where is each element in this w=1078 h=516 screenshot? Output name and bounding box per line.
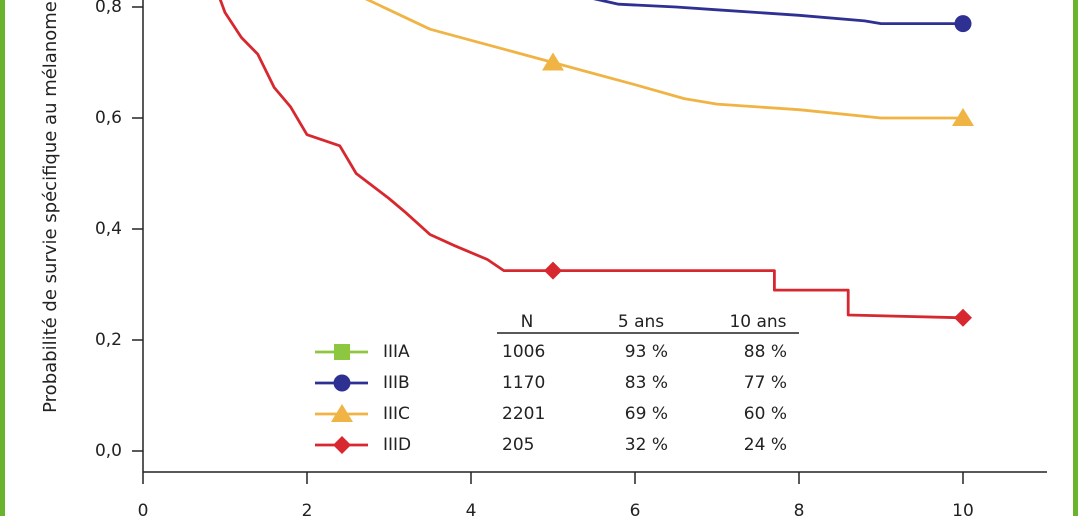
plot-series [218, 0, 974, 327]
legend-marker-iiia [334, 344, 350, 360]
x-tick-label: 4 [466, 501, 477, 516]
y-tick-label: 0,8 [95, 0, 122, 17]
legend-marker-iiic [331, 404, 353, 422]
y-tick-label: 0,2 [95, 330, 122, 350]
table-cell-10ans: 24 % [744, 435, 787, 455]
table-header: 10 ans [729, 312, 786, 332]
legend-label-iiia: IIIA [383, 342, 410, 362]
legend-marker-iiib [333, 374, 351, 392]
legend-label-iiic: IIIC [383, 404, 410, 424]
y-tick-label: 0,6 [95, 108, 122, 128]
series-marker-iiic-2 [952, 108, 974, 126]
x-tick-label: 8 [794, 501, 805, 516]
table-header: 5 ans [618, 312, 664, 332]
table-cell-n: 2201 [502, 404, 545, 424]
table-cell-10ans: 60 % [744, 404, 787, 424]
x-tick-label: 10 [952, 501, 974, 516]
x-tick-label: 0 [138, 501, 149, 516]
series-line-iiib [593, 0, 963, 26]
table-cell-5ans: 32 % [625, 435, 668, 455]
series-line-iiic [365, 0, 963, 120]
table-cell-5ans: 93 % [625, 342, 668, 362]
x-tick-label: 6 [630, 501, 641, 516]
y-axis-label: Probabilité de survie spécifique au méla… [40, 1, 61, 413]
legend-label-iiib: IIIB [383, 373, 410, 393]
table-cell-10ans: 88 % [744, 342, 787, 362]
table-cell-n: 1006 [502, 342, 545, 362]
x-tick-label: 2 [302, 501, 313, 516]
table-header: N [521, 312, 534, 332]
table-cell-n: 205 [502, 435, 534, 455]
series-line-iiid [218, 0, 964, 320]
series-marker-iiid-1 [544, 261, 562, 280]
legend-table: N 5 ans 10 ans IIIA 1006 93 % 88 % IIIB 1170 83 %… [315, 312, 799, 455]
y-ticks: 0,0 0,2 0,4 0,6 0,8 [95, 0, 143, 461]
axes [142, 0, 1047, 473]
y-tick-label: 0,0 [95, 441, 122, 461]
series-marker-iiib-1 [954, 15, 972, 33]
series-marker-iiic-1 [542, 52, 564, 71]
table-cell-5ans: 83 % [625, 373, 668, 393]
y-tick-label: 0,4 [95, 219, 122, 239]
legend-label-iiid: IIID [383, 435, 411, 455]
table-cell-10ans: 77 % [744, 373, 787, 393]
table-cell-n: 1170 [502, 373, 545, 393]
series-marker-iiid-2 [954, 308, 972, 327]
x-ticks: 0 2 4 6 8 10 [138, 472, 974, 516]
legend-marker-iiid [333, 436, 351, 454]
table-cell-5ans: 69 % [625, 404, 668, 424]
